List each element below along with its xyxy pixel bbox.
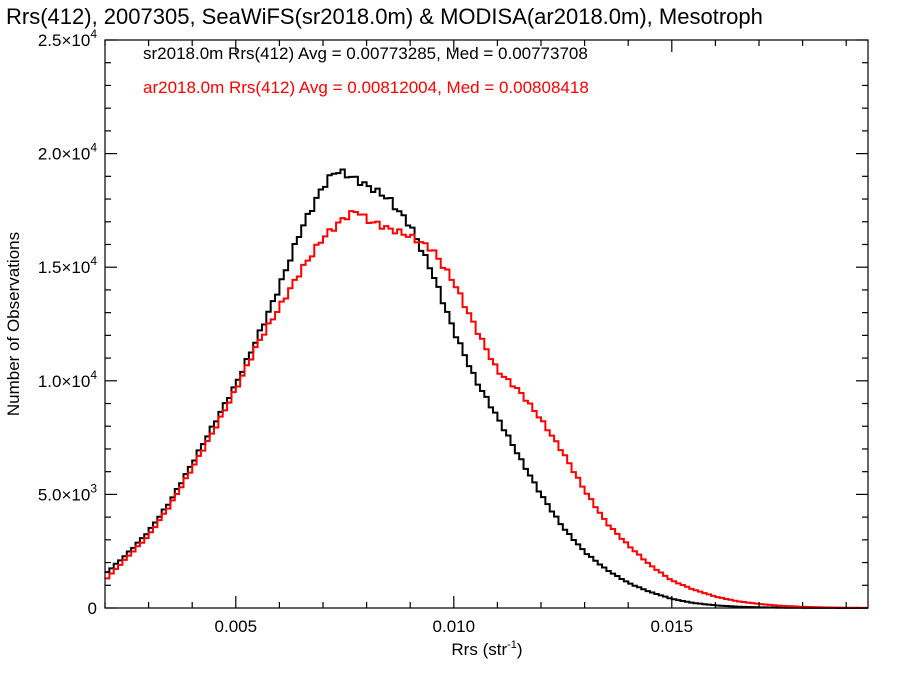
y-tick-label: 2.0×104 [38, 141, 97, 164]
x-tick-label: 0.015 [651, 617, 694, 636]
legend-entry-series-1: sr2018.0m Rrs(412) Avg = 0.00773285, Med… [143, 44, 588, 63]
series-layer [105, 168, 868, 609]
ticks-layer: 0.005 0.010 0.015 0 5.0×103 1.0×104 1.5×104 2.0… [38, 27, 868, 636]
y-tick-label: 1.5×104 [38, 254, 97, 277]
x-tick-label: 0.005 [215, 617, 258, 636]
y-tick-label: 2.5×104 [38, 27, 97, 50]
series-line-1 [105, 168, 868, 609]
y-tick-label: 1.0×104 [38, 368, 97, 391]
y-axis-label: Number of Observations [4, 232, 23, 416]
plot-frame [104, 39, 869, 609]
x-axis-label: Rrs (str-1) [451, 639, 522, 659]
series-line-2 [105, 210, 868, 609]
x-tick-label: 0.010 [433, 617, 476, 636]
legend-entry-series-2: ar2018.0m Rrs(412) Avg = 0.00812004, Med… [143, 78, 589, 97]
y-tick-label: 5.0×103 [38, 481, 97, 504]
y-tick-label: 0 [88, 599, 97, 618]
chart-title: Rrs(412), 2007305, SeaWiFS(sr2018.0m) & … [6, 4, 763, 29]
legend: sr2018.0m Rrs(412) Avg = 0.00773285, Med… [143, 44, 589, 97]
